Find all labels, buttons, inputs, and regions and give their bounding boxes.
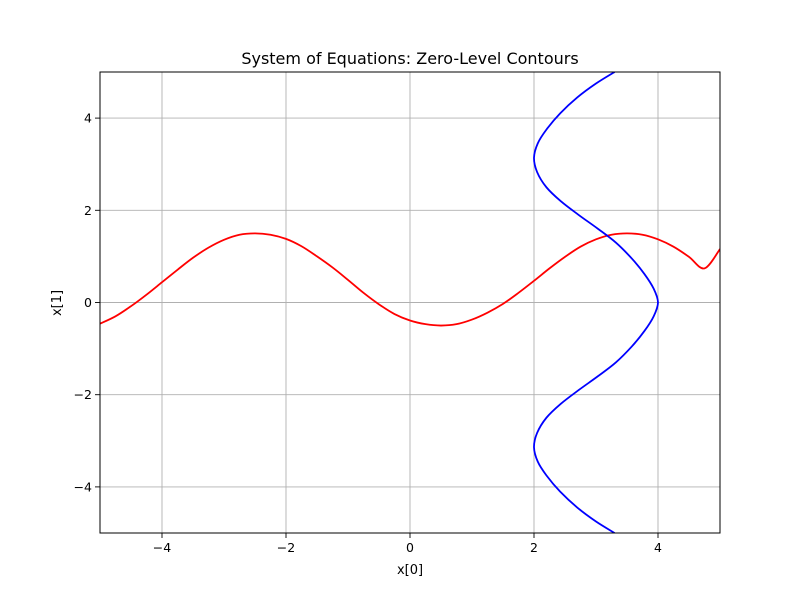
y-tick-label: 4 xyxy=(84,111,92,126)
y-tick-label: 0 xyxy=(84,295,92,310)
x-tick-label: 0 xyxy=(406,540,414,555)
x-tick-label: 2 xyxy=(530,540,538,555)
y-tick-label: −2 xyxy=(74,387,92,402)
x-tick-label: 4 xyxy=(654,540,662,555)
series-line-1 xyxy=(533,72,659,533)
x-tick-label: −4 xyxy=(153,540,171,555)
chart-title: System of Equations: Zero-Level Contours xyxy=(241,49,578,68)
y-tick-label: 2 xyxy=(84,203,92,218)
x-tick-label: −2 xyxy=(277,540,295,555)
y-tick-label: −4 xyxy=(74,479,92,494)
y-axis-label: x[1] xyxy=(50,290,65,316)
axis-ticks: −4 −2 0 2 4 −4 −2 0 2 4 xyxy=(74,111,662,555)
series-layer xyxy=(100,72,720,533)
series-line-0 xyxy=(100,232,720,327)
grid-lines xyxy=(100,72,720,533)
x-axis-label: x[0] xyxy=(397,563,423,578)
